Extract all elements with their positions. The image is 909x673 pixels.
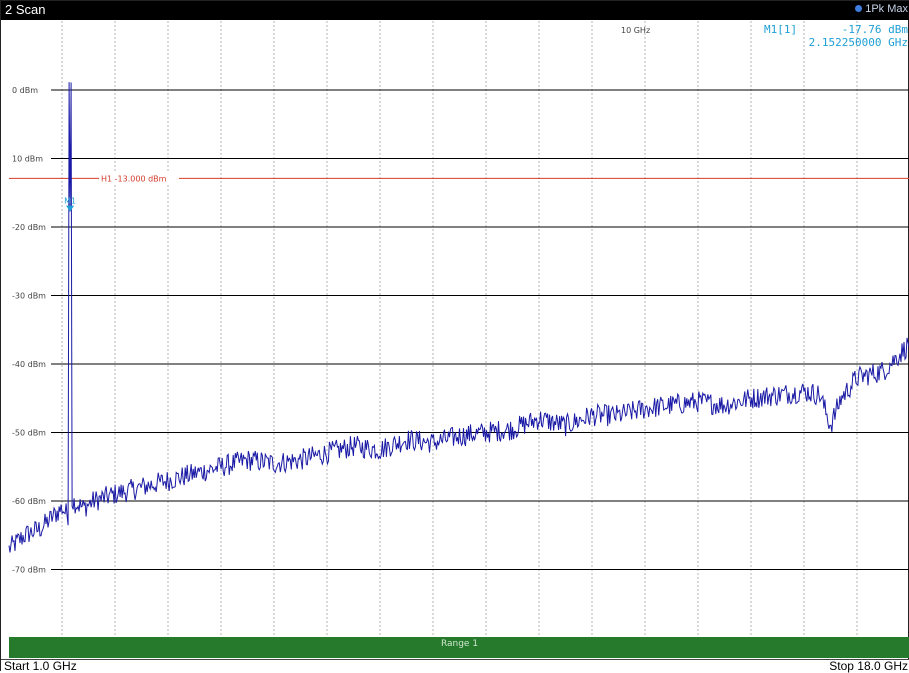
trace-group bbox=[8, 82, 909, 553]
limit-line-group: H1 -13.000 dBm bbox=[9, 172, 909, 184]
start-frequency: Start 1.0 GHz bbox=[4, 659, 77, 673]
y-tick-label: 10 dBm bbox=[12, 155, 43, 164]
y-tick-labels: 0 dBm 10 dBm -20 dBm -30 dBm -40 dBm -50 dBm -… bbox=[12, 86, 46, 575]
marker-readout-label: M1[1] bbox=[764, 23, 798, 36]
limit-line-label: H1 -13.000 dBm bbox=[101, 174, 167, 183]
y-tick-label: 0 dBm bbox=[12, 86, 38, 95]
window-title: 2 Scan bbox=[5, 2, 46, 17]
stop-frequency: Stop 18.0 GHz bbox=[829, 659, 908, 673]
range-bar[interactable]: Range 1 bbox=[9, 637, 909, 658]
y-tick-label: -70 dBm bbox=[12, 566, 46, 575]
trace-dot-icon bbox=[855, 5, 863, 12]
y-tick-label: -60 dBm bbox=[12, 497, 46, 506]
marker-readout-frequency: 2.152250000 GHz bbox=[808, 36, 908, 49]
y-tick-label: -30 dBm bbox=[12, 292, 46, 301]
marker-readout-level: -17.76 dBm bbox=[841, 23, 908, 36]
y-tick-label: -20 dBm bbox=[12, 223, 46, 232]
marker-triangle bbox=[66, 205, 75, 212]
limit-line-label-bg bbox=[99, 172, 179, 184]
trace-mode-indicator[interactable]: 1Pk Max bbox=[855, 3, 908, 15]
title-bar: 2 Scan 1Pk Max bbox=[1, 1, 909, 20]
range-label: Range 1 bbox=[440, 639, 479, 649]
marker-readout: M1[1] -17.76 dBm 2.152250000 GHz bbox=[764, 23, 909, 53]
y-tick-label: -50 dBm bbox=[12, 429, 46, 438]
x-annotation: 10 GHz bbox=[621, 26, 650, 35]
horizontal-gridlines bbox=[51, 89, 909, 570]
marker-label: M1 bbox=[64, 197, 76, 206]
y-tick-label: -40 dBm bbox=[12, 360, 46, 369]
trace-line bbox=[8, 82, 909, 553]
trace-mode-label: 1Pk Max bbox=[865, 3, 908, 15]
marker-group: M1 bbox=[64, 197, 76, 212]
vertical-gridlines bbox=[61, 21, 858, 636]
frequency-footer: Start 1.0 GHz Stop 18.0 GHz bbox=[1, 659, 909, 673]
x-annotation-label: 10 GHz bbox=[621, 26, 650, 35]
